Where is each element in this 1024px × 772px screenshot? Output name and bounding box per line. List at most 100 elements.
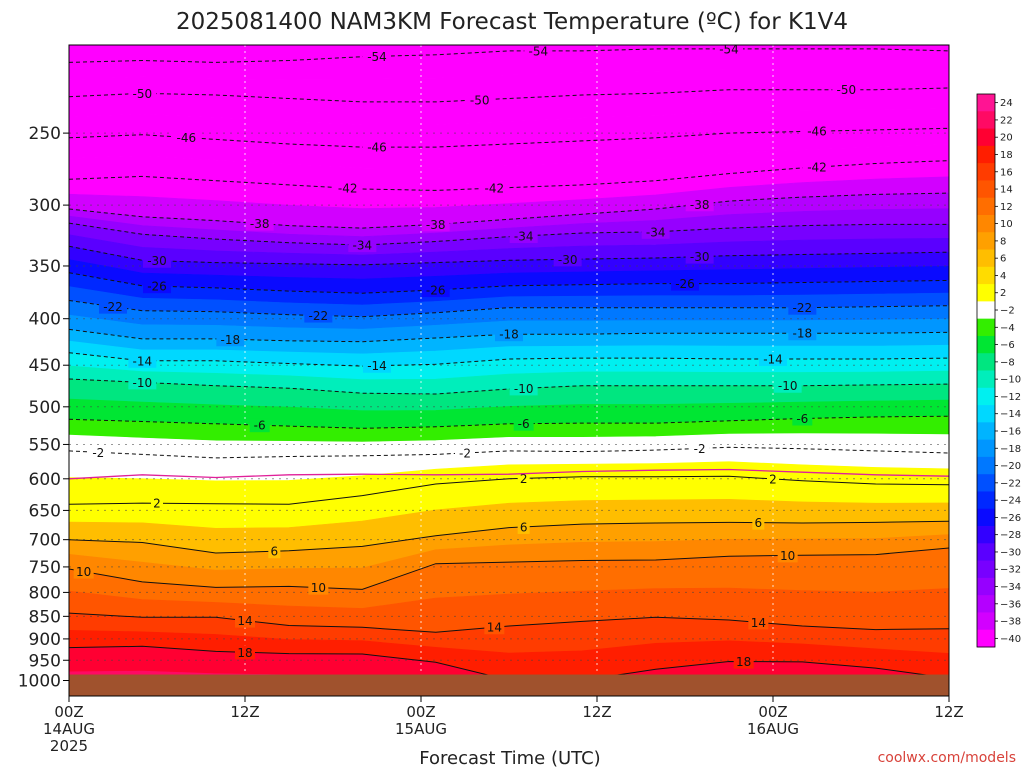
- isotherm-label-bg: [641, 224, 670, 239]
- colorbar-swatch: [977, 128, 995, 147]
- isotherm-label: -14: [367, 359, 387, 373]
- isotherm-label-bg: [308, 580, 329, 595]
- colorbar-label: 10: [1000, 219, 1013, 230]
- isotherm-label: -22: [103, 300, 123, 314]
- y-tick-label: 400: [29, 310, 61, 330]
- x-axis-title: Forecast Time (UTC): [419, 748, 600, 768]
- isotherm-label: -46: [367, 141, 387, 155]
- isotherm-label: -38: [690, 198, 710, 212]
- colorbar-swatch: [977, 456, 995, 475]
- colorbar-label: −2: [1000, 306, 1015, 317]
- isotherm-label-bg: [671, 276, 699, 291]
- isotherm-label-bg: [748, 615, 769, 630]
- isotherm-label: 18: [736, 655, 751, 669]
- isotherm-label-bg: [333, 181, 362, 196]
- isotherm-label-bg: [773, 378, 802, 393]
- isotherm-label-bg: [128, 353, 157, 368]
- isotherm-label: 2: [153, 497, 161, 511]
- isotherm-label-bg: [128, 86, 157, 101]
- isotherm-label: 18: [237, 646, 252, 660]
- colorbar-swatch: [977, 543, 995, 561]
- isotherm-label-bg: [249, 418, 270, 433]
- colorbar-label: 12: [1000, 202, 1013, 213]
- colorbar-swatch: [977, 284, 995, 302]
- isotherm-label: -42: [807, 160, 827, 174]
- y-tick-label: 850: [29, 607, 61, 627]
- colorbar: 24 22 20 18 16 14 12 10 8 6 4 2 −2 −4 −6 −8 −10 −12 −14 −16…: [976, 93, 1021, 648]
- colorbar-swatch: [977, 508, 995, 527]
- isotherm-label: 14: [751, 616, 766, 630]
- colorbar-swatch: [977, 249, 995, 268]
- isotherm-label-bg: [363, 140, 391, 155]
- isotherm-label: 10: [311, 581, 326, 595]
- y-tick-label: 600: [29, 470, 61, 490]
- isotherm-label: -10: [133, 376, 153, 390]
- isotherm-label-bg: [235, 645, 255, 660]
- isotherm-label-bg: [465, 92, 494, 107]
- isotherm-label: -42: [485, 182, 505, 196]
- colorbar-swatch: [977, 163, 995, 181]
- colorbar-label: 20: [1000, 133, 1013, 144]
- isotherm-label: -46: [177, 131, 197, 145]
- colorbar-label: 24: [1000, 98, 1013, 109]
- isotherm-label-bg: [517, 471, 530, 486]
- colorbar-label: 18: [1000, 150, 1013, 161]
- colorbar-swatch: [977, 353, 995, 371]
- credit-link[interactable]: coolwx.com/models: [878, 750, 1016, 766]
- isotherm-label-bg: [216, 332, 245, 347]
- isotherm-label: -14: [763, 353, 783, 367]
- isotherm-label-bg: [304, 308, 333, 323]
- colorbar-swatch: [977, 439, 995, 458]
- x-tick-label: 16AUG: [747, 720, 799, 738]
- colorbar-label: 8: [1000, 236, 1006, 247]
- colorbar-swatch: [977, 595, 995, 613]
- isotherm-label: -2: [459, 446, 471, 460]
- y-tick-label: 650: [29, 501, 61, 521]
- ground-surface: [69, 674, 949, 696]
- isotherm-label: 14: [237, 614, 252, 628]
- isotherm-label: -10: [514, 382, 534, 396]
- isotherm-label-bg: [685, 249, 714, 264]
- colorbar-label: −16: [1000, 426, 1021, 437]
- y-tick-label: 300: [29, 196, 61, 216]
- colorbar-swatch: [977, 232, 995, 250]
- temperature-fill-layer: [69, 45, 949, 696]
- isotherm-label-bg: [788, 326, 817, 341]
- isotherm-label-bg: [685, 197, 714, 212]
- colorbar-label: 2: [1000, 288, 1006, 299]
- y-tick-label: 450: [29, 356, 61, 376]
- isotherm-label-bg: [128, 375, 157, 390]
- colorbar-label: −32: [1000, 565, 1021, 576]
- isotherm-label-bg: [172, 130, 201, 145]
- isotherm-label: -34: [514, 229, 534, 243]
- isotherm-label-bg: [268, 544, 281, 559]
- colorbar-swatch: [977, 474, 995, 492]
- colorbar-label: 14: [1000, 185, 1013, 196]
- isotherm-label: 2: [520, 472, 528, 486]
- y-tick-label: 900: [29, 630, 61, 650]
- x-tick-label: 12Z: [934, 703, 963, 721]
- colorbar-swatch: [977, 560, 995, 579]
- colorbar-swatch: [977, 301, 995, 320]
- y-tick-label: 700: [29, 531, 61, 551]
- y-tick-label: 950: [29, 651, 61, 671]
- y-tick-label: 350: [29, 257, 61, 277]
- isotherm-label: 6: [271, 545, 279, 559]
- isotherm-label-bg: [509, 381, 538, 396]
- isotherm-label: -38: [426, 218, 446, 232]
- colorbar-swatch: [977, 612, 995, 631]
- isotherm-label: 10: [76, 565, 91, 579]
- isotherm-line: [69, 192, 949, 229]
- colorbar-label: −4: [1000, 323, 1015, 334]
- colorbar-label: −30: [1000, 547, 1021, 558]
- isotherm-label-bg: [348, 238, 377, 253]
- isotherm-label: -42: [338, 182, 358, 196]
- isotherm-label: -46: [807, 125, 827, 139]
- isotherm-label-bg: [767, 471, 779, 486]
- x-tick-label: 00Z: [758, 703, 787, 721]
- isotherm-line: [69, 222, 949, 246]
- colorbar-label: −36: [1000, 599, 1021, 610]
- isotherm-label-bg: [245, 216, 274, 231]
- isotherm-label: -26: [426, 284, 446, 298]
